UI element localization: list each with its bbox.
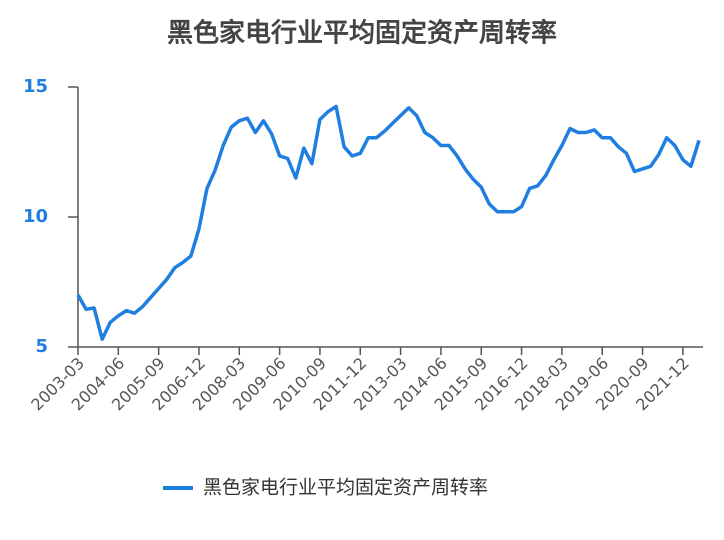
legend-label: 黑色家电行业平均固定资产周转率 xyxy=(203,477,488,499)
y-tick-label: 5 xyxy=(35,336,48,357)
y-tick-label: 15 xyxy=(23,76,48,97)
chart-title: 黑色家电行业平均固定资产周转率 xyxy=(167,18,557,49)
data-line xyxy=(76,104,701,341)
y-tick-label: 10 xyxy=(23,206,48,227)
